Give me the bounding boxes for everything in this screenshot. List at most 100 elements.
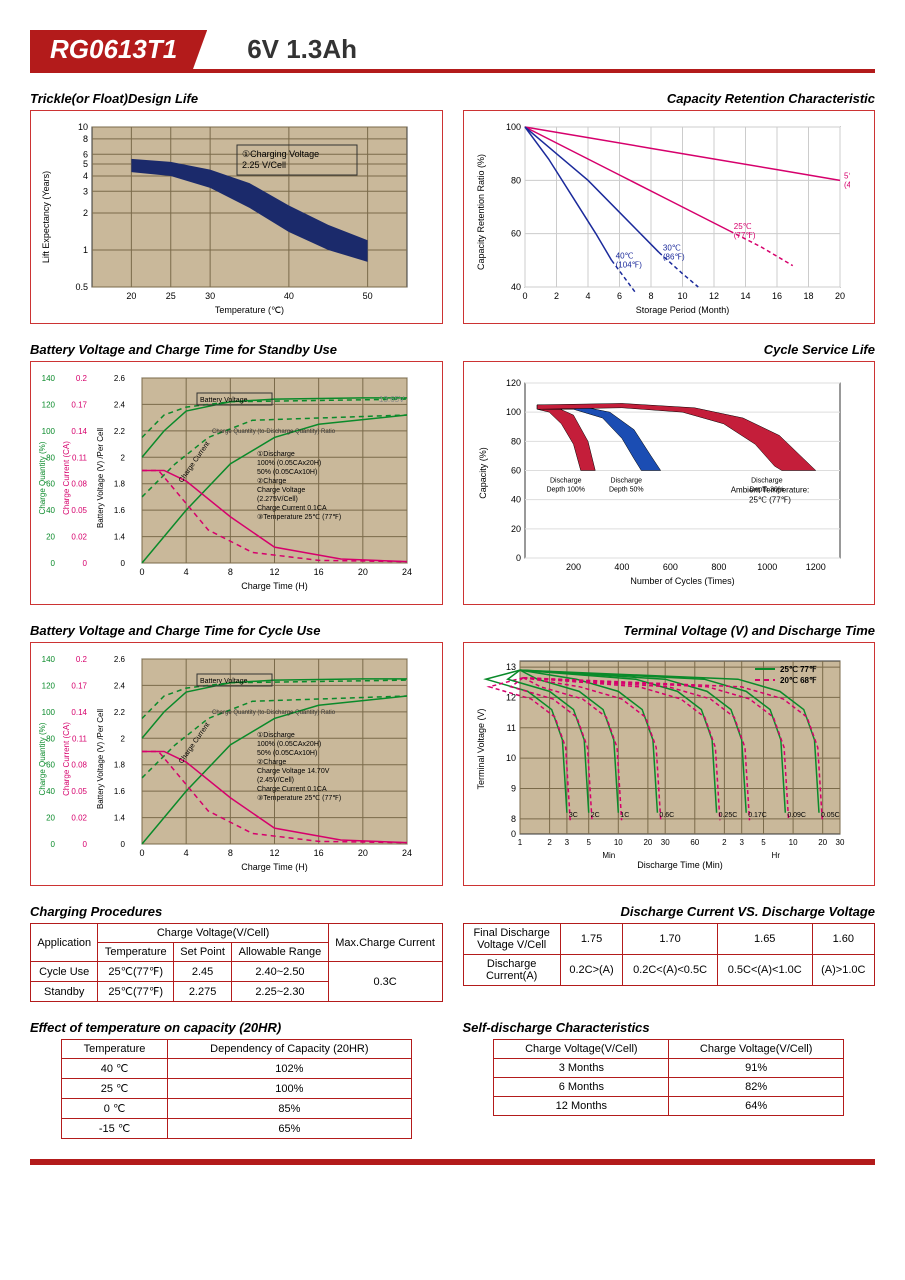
svg-text:0.05C: 0.05C: [820, 812, 839, 819]
svg-text:0.02: 0.02: [71, 814, 87, 823]
svg-text:3C: 3C: [568, 812, 577, 819]
svg-text:Charge Current (CA): Charge Current (CA): [62, 441, 71, 515]
td: Cycle Use: [31, 962, 98, 982]
svg-text:24: 24: [402, 848, 412, 858]
svg-text:6: 6: [616, 291, 621, 301]
svg-text:16: 16: [314, 567, 324, 577]
svg-text:8: 8: [228, 848, 233, 858]
svg-text:12: 12: [269, 848, 279, 858]
svg-text:2: 2: [83, 208, 88, 218]
td: -15 ℃: [61, 1119, 167, 1139]
svg-text:0.05: 0.05: [71, 787, 87, 796]
svg-text:2.4: 2.4: [114, 400, 126, 409]
svg-text:2: 2: [121, 453, 126, 462]
svg-text:Battery Voltage (V) /Per Cell: Battery Voltage (V) /Per Cell: [96, 709, 105, 809]
td: 2.45: [173, 962, 231, 982]
svg-text:(104℉): (104℉): [615, 260, 642, 269]
svg-text:10: 10: [788, 838, 797, 847]
svg-text:100: 100: [42, 427, 56, 436]
svg-text:(86℉): (86℉): [662, 252, 684, 261]
td: 82%: [669, 1078, 844, 1097]
section-discharge-voltage: Discharge Current VS. Discharge Voltage …: [463, 904, 876, 1002]
svg-text:2C: 2C: [590, 812, 599, 819]
svg-text:120: 120: [42, 400, 56, 409]
svg-text:2.2: 2.2: [114, 427, 126, 436]
svg-text:0.14: 0.14: [71, 708, 87, 717]
svg-text:Battery Voltage (V) /Per Cell: Battery Voltage (V) /Per Cell: [96, 428, 105, 528]
svg-text:2.25 V/Cell: 2.25 V/Cell: [242, 160, 286, 170]
svg-text:10: 10: [505, 753, 515, 763]
svg-text:0.14: 0.14: [71, 427, 87, 436]
td: 2.275: [173, 982, 231, 1002]
svg-text:0.09C: 0.09C: [787, 812, 806, 819]
svg-text:0.5: 0.5: [75, 282, 88, 292]
chart-title: Terminal Voltage (V) and Discharge Time: [463, 623, 876, 638]
svg-text:0.6C: 0.6C: [659, 812, 674, 819]
svg-text:25℃: 25℃: [733, 222, 751, 231]
svg-text:80: 80: [510, 436, 520, 446]
th: Charge Voltage(V/Cell): [98, 924, 328, 943]
svg-text:Charge Time (H): Charge Time (H): [241, 581, 308, 591]
svg-text:140: 140: [42, 655, 56, 664]
svg-text:40: 40: [284, 291, 294, 301]
svg-text:0.08: 0.08: [71, 761, 87, 770]
svg-text:8: 8: [228, 567, 233, 577]
svg-text:③Temperature 25℃ (77℉): ③Temperature 25℃ (77℉): [257, 513, 341, 521]
svg-text:100: 100: [42, 708, 56, 717]
svg-text:2: 2: [553, 291, 558, 301]
footer-line: [30, 1159, 875, 1165]
th: Charge Voltage(V/Cell): [494, 1040, 669, 1059]
td: 85%: [168, 1099, 411, 1119]
section-terminal: Terminal Voltage (V) and Discharge Time …: [463, 623, 876, 886]
svg-text:Charge Quantity (%): Charge Quantity (%): [38, 722, 47, 795]
svg-text:0: 0: [121, 559, 126, 568]
svg-text:3: 3: [564, 838, 569, 847]
svg-text:20: 20: [834, 291, 844, 301]
th: Charge Voltage(V/Cell): [669, 1040, 844, 1059]
td: 25 ℃: [61, 1079, 167, 1099]
svg-text:100: 100: [505, 407, 520, 417]
chart-title: Trickle(or Float)Design Life: [30, 91, 443, 106]
svg-text:80: 80: [510, 175, 520, 185]
svg-text:1.6: 1.6: [114, 787, 126, 796]
svg-text:400: 400: [614, 562, 629, 572]
svg-text:50: 50: [363, 291, 373, 301]
svg-text:16: 16: [771, 291, 781, 301]
svg-text:1: 1: [517, 838, 522, 847]
chart-title: Battery Voltage and Charge Time for Cycl…: [30, 623, 443, 638]
section-standby: Battery Voltage and Charge Time for Stan…: [30, 342, 443, 605]
svg-text:Charge Quantity (to-Discharge: Charge Quantity (to-Discharge Quantity) …: [212, 710, 336, 716]
td: 64%: [669, 1097, 844, 1116]
svg-text:(2.45V/Cell): (2.45V/Cell): [257, 777, 294, 784]
td: (A)>1.0C: [812, 955, 874, 986]
td: Standby: [31, 982, 98, 1002]
svg-text:30℃: 30℃: [662, 243, 680, 252]
svg-text:0.05: 0.05: [71, 506, 87, 515]
svg-text:②Charge: ②Charge: [257, 758, 286, 766]
svg-text:0.02: 0.02: [71, 533, 87, 542]
svg-text:30: 30: [205, 291, 215, 301]
td: 6 Months: [494, 1078, 669, 1097]
svg-text:50% (0.05CAx10H): 50% (0.05CAx10H): [257, 469, 317, 476]
td: 1.60: [812, 924, 874, 955]
td: 1.70: [623, 924, 718, 955]
svg-text:Lift Expectancy (Years): Lift Expectancy (Years): [41, 171, 51, 263]
svg-text:60: 60: [510, 229, 520, 239]
svg-text:6: 6: [83, 149, 88, 159]
chart-terminal: 89101112130123510203060235102030MinHr3C2…: [470, 649, 850, 879]
svg-text:0.17: 0.17: [71, 681, 87, 690]
svg-text:4: 4: [585, 291, 590, 301]
section-self-discharge: Self-discharge Characteristics Charge Vo…: [463, 1020, 876, 1139]
td: 0.5C<(A)<1.0C: [717, 955, 812, 986]
svg-text:20: 20: [126, 291, 136, 301]
table-temp: TemperatureDependency of Capacity (20HR)…: [61, 1039, 412, 1139]
svg-text:30: 30: [835, 838, 844, 847]
svg-text:8: 8: [648, 291, 653, 301]
svg-text:1.8: 1.8: [114, 480, 126, 489]
td: 1.65: [717, 924, 812, 955]
svg-text:1200: 1200: [805, 562, 825, 572]
svg-text:3: 3: [739, 838, 744, 847]
svg-text:0: 0: [121, 840, 126, 849]
section-cycle-life: Cycle Service Life 020406080100120200400…: [463, 342, 876, 605]
td: 0.2C<(A)<0.5C: [623, 955, 718, 986]
